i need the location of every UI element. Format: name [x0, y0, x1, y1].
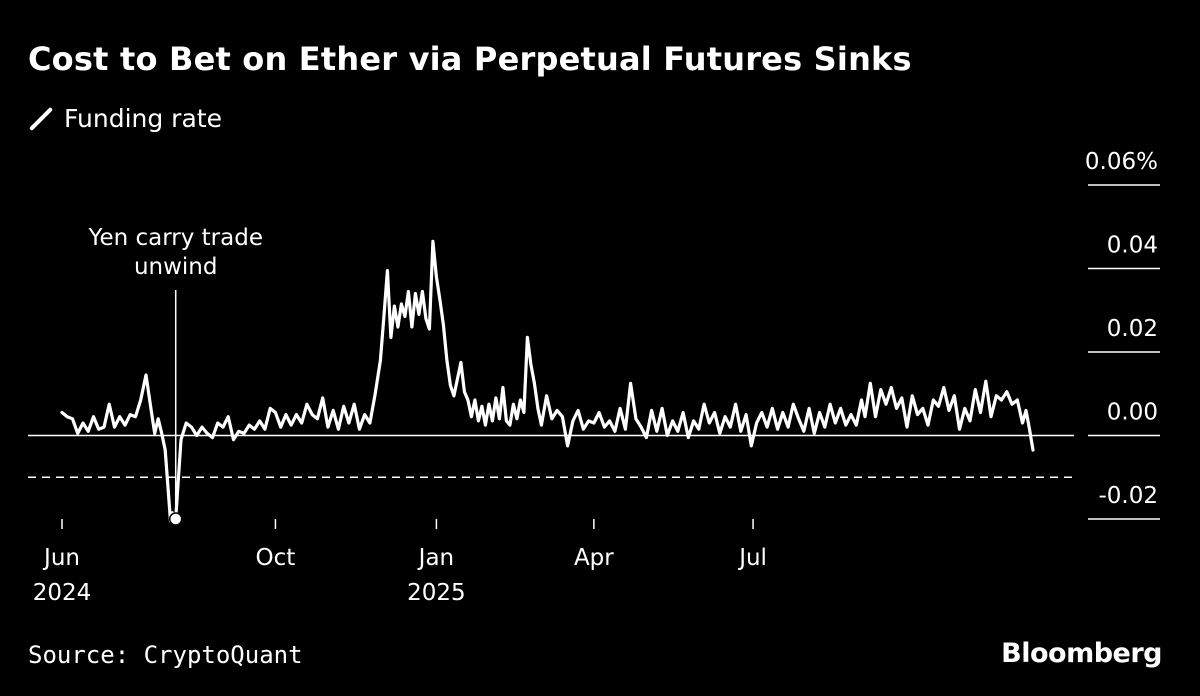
legend: Funding rate — [28, 104, 222, 133]
y-tick-label: 0.04 — [1107, 233, 1158, 259]
reference-lines — [28, 434, 1074, 478]
annotation-label: unwind — [134, 254, 218, 280]
annotation-layer: Yen carry trade unwind — [87, 225, 263, 526]
y-tick-label: 0.06% — [1085, 149, 1158, 175]
y-axis: 0.06% 0.04 0.02 0.00 -0.02 — [1085, 149, 1160, 520]
x-axis: Jun 2024 Oct Jan 2025 Apr Jul — [33, 519, 767, 606]
x-tick-label: Jun — [42, 545, 80, 571]
chart-title: Cost to Bet on Ether via Perpetual Futur… — [28, 40, 912, 78]
y-tick-label: 0.02 — [1107, 316, 1158, 342]
annotation-label: Yen carry trade — [87, 225, 263, 251]
x-tick-label: Jan — [417, 545, 454, 571]
source-note: Source: CryptoQuant — [28, 641, 303, 669]
y-tick-label: 0.00 — [1107, 400, 1158, 426]
series-layer — [60, 239, 1035, 523]
x-tick-label: Oct — [256, 545, 296, 571]
bloomberg-logo: Bloomberg — [1001, 638, 1162, 669]
x-tick-label: Jul — [737, 545, 767, 571]
x-tick-label: Apr — [574, 545, 614, 571]
x-tick-year-label: 2025 — [407, 580, 466, 606]
annotation-marker — [168, 512, 183, 526]
legend-label: Funding rate — [64, 104, 222, 133]
y-tick-label: -0.02 — [1098, 483, 1158, 509]
series-line-funding-rate — [60, 239, 1035, 523]
x-tick-year-label: 2024 — [33, 580, 92, 606]
